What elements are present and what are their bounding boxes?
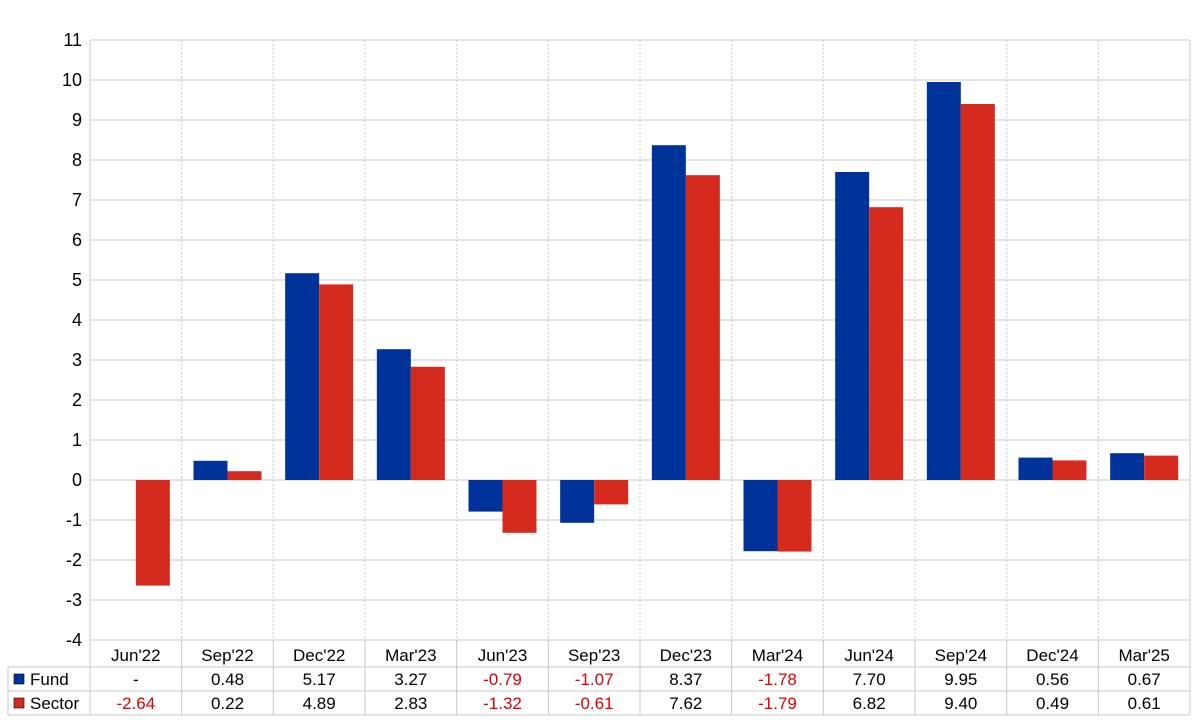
bars bbox=[135, 82, 1179, 586]
data-label-sector: 4.89 bbox=[303, 694, 336, 713]
data-label-sector: 0.49 bbox=[1036, 694, 1069, 713]
bar-sector bbox=[960, 104, 995, 480]
category-label: Mar'24 bbox=[752, 646, 803, 665]
y-tick-label: 6 bbox=[72, 230, 82, 250]
bar-fund bbox=[651, 145, 686, 480]
data-label-fund: 0.48 bbox=[211, 670, 244, 689]
y-tick-label: 5 bbox=[72, 270, 82, 290]
data-label-fund: 0.56 bbox=[1036, 670, 1069, 689]
data-label-sector: 0.61 bbox=[1128, 694, 1161, 713]
category-label: Sep'24 bbox=[935, 646, 987, 665]
bar-fund bbox=[285, 273, 320, 480]
category-label: Jun'23 bbox=[478, 646, 528, 665]
legend-swatch-fund bbox=[13, 673, 25, 685]
data-label-sector: 2.83 bbox=[394, 694, 427, 713]
bar-sector bbox=[410, 366, 445, 480]
category-label: Dec'24 bbox=[1026, 646, 1078, 665]
bar-sector bbox=[227, 471, 262, 480]
bar-fund bbox=[193, 460, 228, 480]
bar-fund bbox=[926, 82, 961, 480]
category-label: Dec'23 bbox=[660, 646, 712, 665]
data-label-fund: - bbox=[133, 670, 139, 689]
data-label-fund: 7.70 bbox=[853, 670, 886, 689]
bar-sector bbox=[319, 284, 354, 480]
y-tick-label: 10 bbox=[62, 70, 82, 90]
category-label: Mar'23 bbox=[385, 646, 436, 665]
data-label-fund: -1.78 bbox=[758, 670, 797, 689]
data-label-fund: 3.27 bbox=[394, 670, 427, 689]
y-tick-label: 8 bbox=[72, 150, 82, 170]
bar-sector bbox=[869, 207, 904, 480]
bar-fund bbox=[835, 172, 870, 480]
bar-sector bbox=[135, 480, 170, 586]
bar-sector bbox=[502, 480, 537, 533]
y-tick-label: 0 bbox=[72, 470, 82, 490]
category-label: Mar'25 bbox=[1118, 646, 1169, 665]
y-tick-label: -3 bbox=[66, 590, 82, 610]
data-table: Jun'22 Sep'22 Dec'22 Mar'23 Jun'23 Sep'23 Dec'… bbox=[7, 639, 1191, 716]
data-label-fund: 0.67 bbox=[1128, 670, 1161, 689]
legend-label-fund: Fund bbox=[30, 670, 69, 689]
y-tick-label: 3 bbox=[72, 350, 82, 370]
data-label-fund: -0.79 bbox=[483, 670, 522, 689]
data-label-sector: -2.64 bbox=[116, 694, 155, 713]
data-label-fund: 9.95 bbox=[944, 670, 977, 689]
category-label: Jun'22 bbox=[111, 646, 161, 665]
y-tick-label: 7 bbox=[72, 190, 82, 210]
bar-sector bbox=[777, 480, 812, 552]
data-label-sector: 7.62 bbox=[669, 694, 702, 713]
bar-fund bbox=[1110, 453, 1145, 480]
bar-fund bbox=[468, 480, 503, 512]
y-axis-tick-labels: -4 -3 -2 -1 0 1 2 3 4 5 6 7 8 9 10 11 bbox=[62, 30, 82, 650]
data-label-fund: 5.17 bbox=[303, 670, 336, 689]
y-tick-label: 11 bbox=[63, 30, 82, 50]
bar-sector bbox=[1052, 460, 1087, 480]
y-tick-label: 2 bbox=[72, 390, 82, 410]
data-label-sector: -1.79 bbox=[758, 694, 797, 713]
y-tick-label: -2 bbox=[66, 550, 82, 570]
data-label-fund: 8.37 bbox=[669, 670, 702, 689]
data-label-sector: -0.61 bbox=[575, 694, 614, 713]
data-label-sector: 0.22 bbox=[211, 694, 244, 713]
y-tick-label: -1 bbox=[66, 510, 82, 530]
y-tick-label: -4 bbox=[66, 630, 82, 650]
data-label-fund: -1.07 bbox=[575, 670, 614, 689]
bar-sector bbox=[1144, 455, 1179, 480]
category-label: Jun'24 bbox=[844, 646, 894, 665]
legend-label-sector: Sector bbox=[30, 694, 79, 713]
gridlines bbox=[89, 39, 1191, 641]
data-label-sector: 6.82 bbox=[853, 694, 886, 713]
category-label: Sep'22 bbox=[201, 646, 253, 665]
bar-fund bbox=[743, 480, 778, 552]
bar-fund bbox=[376, 349, 411, 480]
bar-sector bbox=[685, 175, 720, 480]
category-label: Dec'22 bbox=[293, 646, 345, 665]
y-tick-label: 9 bbox=[72, 110, 82, 130]
legend-swatch-sector bbox=[13, 697, 25, 709]
bar-fund bbox=[1018, 457, 1053, 480]
bar-fund bbox=[560, 480, 595, 523]
data-label-sector: 9.40 bbox=[944, 694, 977, 713]
y-tick-label: 4 bbox=[72, 310, 82, 330]
data-label-sector: -1.32 bbox=[483, 694, 522, 713]
bar-sector bbox=[594, 480, 629, 505]
y-tick-label: 1 bbox=[72, 430, 82, 450]
category-label: Sep'23 bbox=[568, 646, 620, 665]
